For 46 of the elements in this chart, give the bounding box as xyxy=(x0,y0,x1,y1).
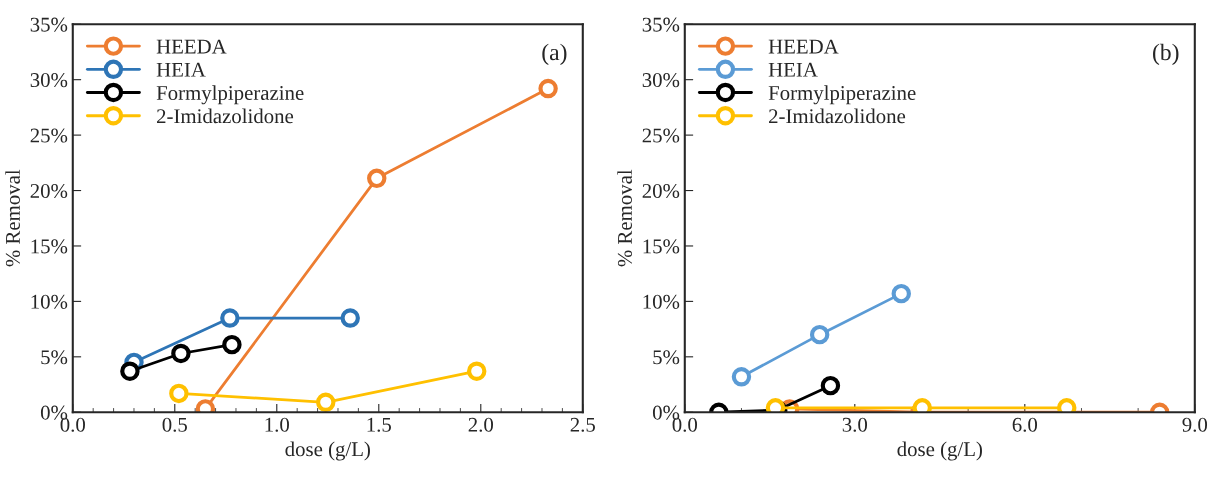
x-tick-label: 1.5 xyxy=(367,417,391,432)
y-tick-label: 30% xyxy=(642,73,680,88)
x-tick-label: 2.5 xyxy=(570,417,595,432)
y-tick-label: 20% xyxy=(30,183,68,199)
annotation: (b) xyxy=(1153,43,1179,66)
point xyxy=(171,343,191,364)
x-tick-label: 2.0 xyxy=(468,417,494,432)
x-tick-label: 6.0 xyxy=(1012,417,1038,432)
x-tick-label: 9.0 xyxy=(1182,417,1208,432)
point xyxy=(222,334,242,355)
y-tick-label: 30% xyxy=(30,73,68,88)
legend-label: 2-Imidazolidone xyxy=(769,108,906,124)
x-tick-label: 1.0 xyxy=(265,417,290,432)
legend-label: HEEDA xyxy=(156,39,227,54)
y-tick-label: 5% xyxy=(41,350,68,365)
y-tick-label: 20% xyxy=(642,183,680,199)
legend-label: Formylpiperazine xyxy=(768,85,916,105)
legend-label: HEIA xyxy=(156,62,206,77)
point xyxy=(220,308,240,328)
legend-label: HEEDA xyxy=(768,39,839,54)
x-axis-title: dose (g/L) xyxy=(897,441,982,461)
point xyxy=(169,383,189,404)
x-tick-label: 3.0 xyxy=(842,417,868,432)
point xyxy=(466,361,487,381)
y-tick-label: 10% xyxy=(643,294,680,309)
annotation: (a) xyxy=(542,43,567,66)
y-tick-label: 15% xyxy=(31,239,68,254)
y-tick-label: 35% xyxy=(30,17,68,32)
y-axis-title: % Removal xyxy=(5,169,21,267)
point xyxy=(367,168,387,189)
y-tick-label: 25% xyxy=(642,128,680,143)
y-axis-title: % Removal xyxy=(617,169,633,267)
point xyxy=(120,361,140,381)
point xyxy=(538,78,558,99)
x-tick-label: 0.5 xyxy=(162,417,187,432)
legend-label: HEIA xyxy=(768,62,818,77)
y-tick-label: 15% xyxy=(643,239,680,254)
y-tick-label: 35% xyxy=(642,17,680,32)
legend-label: 2-Imidazolidone xyxy=(157,108,294,124)
point xyxy=(316,392,336,412)
y-tick-label: 10% xyxy=(31,294,68,309)
point xyxy=(340,308,360,328)
y-tick-label: 5% xyxy=(653,350,680,365)
y-tick-label: 25% xyxy=(30,128,68,143)
x-axis-title: dose (g/L) xyxy=(285,441,370,461)
legend-label: Formylpiperazine xyxy=(156,85,304,105)
